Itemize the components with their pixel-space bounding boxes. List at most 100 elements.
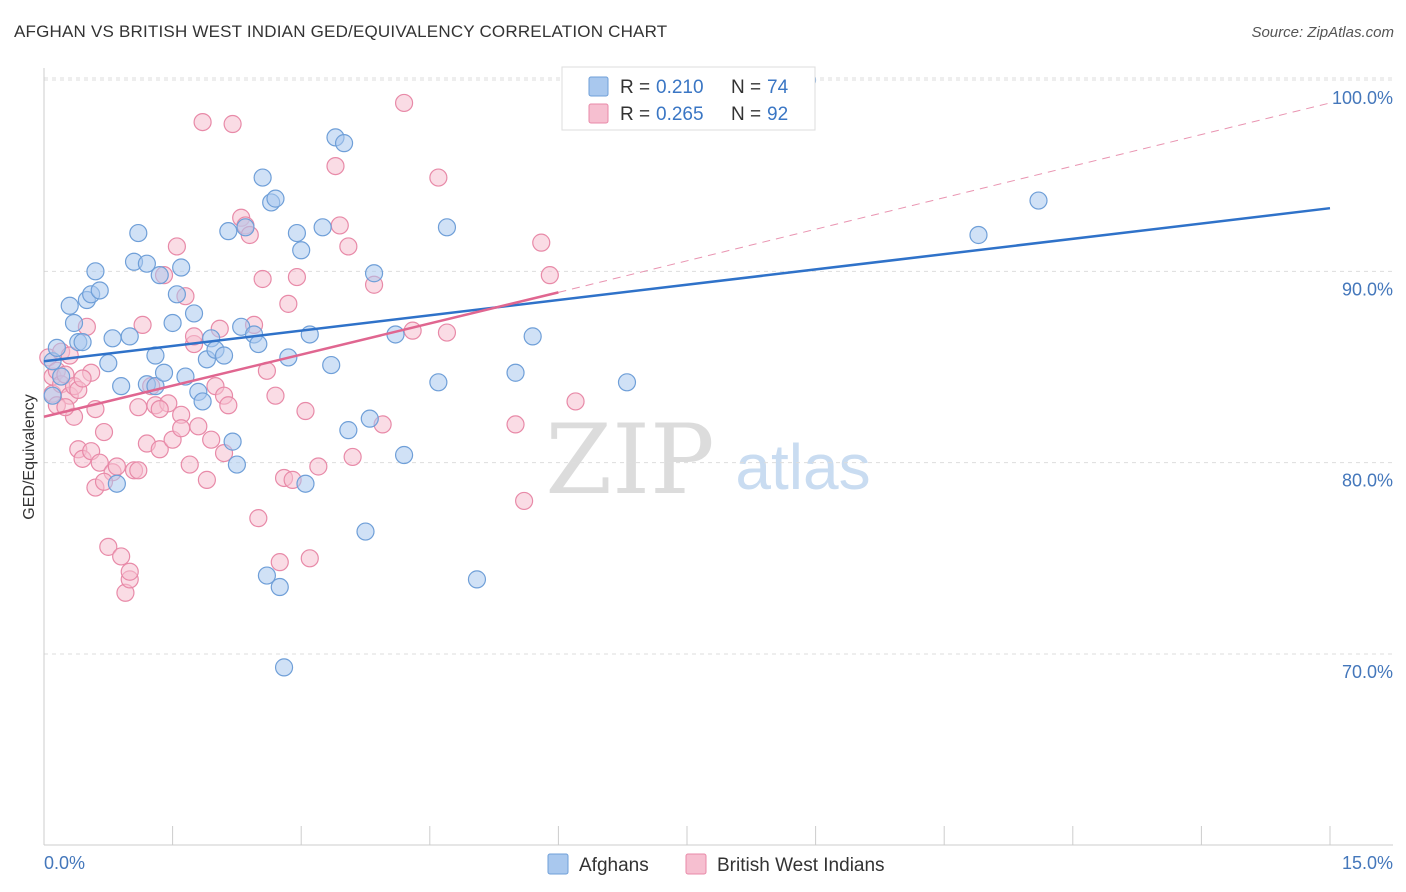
bwi-point xyxy=(107,457,126,476)
afghans-point xyxy=(437,218,457,237)
afghans-point xyxy=(150,266,169,285)
bwi-point xyxy=(296,401,315,421)
afghans-point xyxy=(253,168,272,187)
bwi-point xyxy=(330,216,349,235)
afghans-point xyxy=(227,455,246,474)
afghans-point xyxy=(394,445,414,465)
bottom-legend: Afghans British West Indians xyxy=(547,853,885,876)
afghans-point xyxy=(223,432,242,451)
bwi-point xyxy=(202,430,221,449)
y-axis-label: GED/Equivalency xyxy=(21,394,38,519)
afghans-trend-line xyxy=(43,206,1331,363)
bwi-point xyxy=(343,447,362,467)
bwi-point xyxy=(429,168,448,187)
bwi-point xyxy=(150,399,169,419)
legend-r-value-2: 0.265 xyxy=(656,104,704,125)
bottom-legend-swatch-afghans xyxy=(547,853,569,875)
bwi-point xyxy=(133,315,152,335)
bottom-legend-label-afghans: Afghans xyxy=(579,855,649,876)
grid-lines xyxy=(43,77,1393,845)
bwi-point xyxy=(112,547,131,566)
afghans-point xyxy=(107,474,126,493)
bwi-point xyxy=(167,237,186,256)
afghans-point xyxy=(163,313,182,333)
afghans-point xyxy=(99,354,118,373)
afghans-point xyxy=(339,421,358,440)
legend-r-value-1: 0.210 xyxy=(656,77,704,98)
bwi-point xyxy=(120,562,139,581)
scatter-points xyxy=(39,70,1048,677)
afghans-point xyxy=(129,223,148,243)
bwi-point xyxy=(339,237,358,256)
bwi-point xyxy=(172,419,191,438)
bwi-point xyxy=(150,440,169,459)
legend-n-value-1: 74 xyxy=(767,77,789,98)
bwi-point xyxy=(73,369,92,388)
legend-r-label-2: R = xyxy=(620,104,650,125)
bwi-point xyxy=(197,470,216,489)
afghans-point xyxy=(506,363,525,382)
legend-n-value-2: 92 xyxy=(767,104,788,125)
afghans-point xyxy=(429,373,448,392)
legend-swatch-bwi xyxy=(588,103,609,124)
bwi-point xyxy=(180,455,199,474)
bwi-point xyxy=(189,417,208,436)
bwi-point xyxy=(129,398,148,417)
bwi-point xyxy=(253,269,272,289)
top-legend: R = 0.210 N = 74 R = 0.265 N = 92 xyxy=(561,66,816,131)
watermark-zip: ZIP xyxy=(545,404,714,516)
afghans-point xyxy=(112,377,131,396)
afghans-point xyxy=(214,346,234,365)
afghans-point xyxy=(120,327,139,346)
bwi-point xyxy=(94,422,114,442)
afghans-point xyxy=(296,474,315,493)
afghans-point xyxy=(172,258,191,277)
afghans-point xyxy=(266,189,285,208)
bwi-point xyxy=(223,114,242,134)
bwi-point xyxy=(515,491,534,511)
bwi-point xyxy=(437,323,457,342)
bwi-point xyxy=(287,267,307,287)
y-tick-label: 80.0% xyxy=(1342,471,1393,491)
bwi-point xyxy=(266,386,285,405)
bwi-point xyxy=(90,453,109,472)
bwi-point xyxy=(219,396,238,415)
afghans-point xyxy=(617,373,637,392)
afghans-point xyxy=(154,363,174,382)
bwi-point xyxy=(309,457,328,476)
afghans-point xyxy=(356,522,375,541)
y-tick-label: 100.0% xyxy=(1332,88,1393,108)
afghans-point xyxy=(64,313,84,333)
afghans-point xyxy=(257,566,277,585)
bwi-point xyxy=(540,266,559,285)
afghans-point xyxy=(334,134,354,153)
bwi-point xyxy=(506,415,525,434)
legend-r-label-1: R = xyxy=(620,77,650,98)
bottom-legend-label-bwi: British West Indians xyxy=(717,855,885,876)
trend-lines xyxy=(43,102,1331,418)
bwi-point xyxy=(300,549,319,568)
afghans-point xyxy=(47,338,66,357)
afghans-point xyxy=(360,409,379,428)
bwi-trend-extension xyxy=(558,102,1331,293)
bwi-point xyxy=(193,112,212,132)
afghans-point xyxy=(467,570,487,589)
afghans-point xyxy=(236,218,255,237)
afghans-point xyxy=(219,222,238,241)
afghans-point xyxy=(90,281,109,300)
bwi-point xyxy=(403,321,422,340)
afghans-point xyxy=(86,262,105,281)
x-tick-label-max: 15.0% xyxy=(1342,853,1393,873)
afghans-point xyxy=(73,333,92,352)
afghans-point xyxy=(274,658,294,677)
bwi-point xyxy=(326,157,345,176)
afghans-point xyxy=(292,241,311,260)
afghans-point xyxy=(167,285,186,304)
afghans-point xyxy=(249,334,268,354)
tick-labels: 70.0% 80.0% 90.0% 100.0% 0.0% 15.0% xyxy=(44,88,1393,873)
axes xyxy=(43,68,1393,846)
bwi-point xyxy=(394,93,414,113)
afghans-point xyxy=(193,392,212,411)
afghans-point xyxy=(969,225,988,245)
